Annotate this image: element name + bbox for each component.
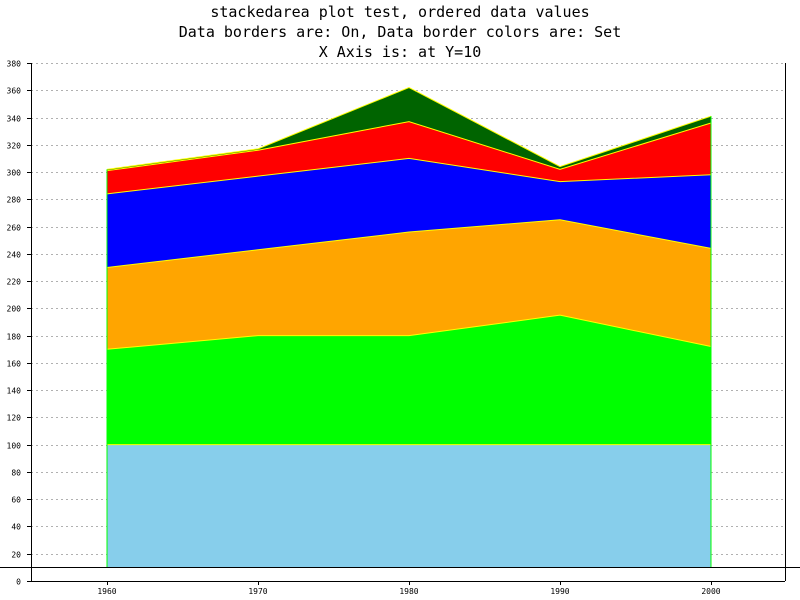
series-area-2 <box>107 315 711 445</box>
y-tick-label: 300 <box>7 169 22 178</box>
series-border-3 <box>106 219 712 268</box>
y-tick-label: 220 <box>7 278 22 287</box>
chart-title-line-3: X Axis is: at Y=10 <box>318 43 482 61</box>
chart-title-line-1: stackedarea plot test, ordered data valu… <box>210 3 590 21</box>
y-tick-label: 280 <box>7 196 22 205</box>
y-tick-label: 80 <box>11 469 21 478</box>
y-tick-label: 100 <box>7 442 22 451</box>
y-tick-label: 360 <box>7 87 22 96</box>
x-tick-label: 1970 <box>248 587 267 596</box>
y-tick-label: 60 <box>11 496 21 505</box>
axes <box>0 63 800 582</box>
series-border-5 <box>106 121 712 172</box>
chart-title-block: stackedarea plot test, ordered data valu… <box>0 2 800 62</box>
y-tick-label: 260 <box>7 224 22 233</box>
y-tick-label: 380 <box>7 60 22 69</box>
series-areas <box>106 86 712 568</box>
y-tick-label: 0 <box>16 578 21 587</box>
x-tick-label: 2000 <box>701 587 720 596</box>
x-tick-label: 1990 <box>550 587 569 596</box>
y-tick-label: 240 <box>7 251 22 260</box>
y-tick-label: 20 <box>11 551 21 560</box>
x-tick-label: 1980 <box>399 587 418 596</box>
series-area-4 <box>107 158 711 268</box>
y-tick-label: 200 <box>7 305 22 314</box>
y-tick-label: 140 <box>7 387 22 396</box>
y-tick-label: 180 <box>7 333 22 342</box>
x-axis-ticks: 1960 1970 1980 1990 2000 <box>97 581 721 596</box>
series-border-6 <box>106 86 712 170</box>
series-area-3 <box>107 219 711 350</box>
y-axis-ticks: 0 20 40 60 80 100 120 140 160 180 200 220 240 260 280 3… <box>7 60 31 587</box>
series-border-2 <box>106 314 712 350</box>
series-area-1 <box>107 444 711 568</box>
y-tick-label: 40 <box>11 523 21 532</box>
y-tick-label: 320 <box>7 142 22 151</box>
x-tick-label: 1960 <box>97 587 116 596</box>
series-border-4 <box>106 157 712 195</box>
y-tick-label: 340 <box>7 115 22 124</box>
y-tick-label: 160 <box>7 360 22 369</box>
y-tick-label: 120 <box>7 414 22 423</box>
chart-title-line-2: Data borders are: On, Data border colors… <box>178 23 622 41</box>
